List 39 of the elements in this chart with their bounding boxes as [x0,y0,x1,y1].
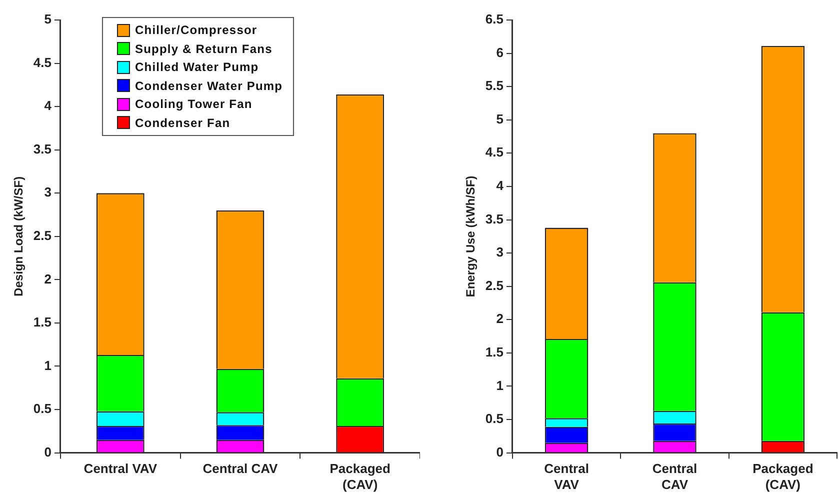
y-tick-label: 2 [44,271,52,286]
legend-label: Cooling Tower Fan [135,97,252,112]
y-tick-label: 4.5 [33,54,52,70]
legend-label: Chilled Water Pump [135,60,259,74]
legend-label: Condenser Water Pump [135,78,283,93]
y-tick-label: 4 [496,178,504,194]
legend-label: Condenser Fan [135,116,230,130]
y-tick-label: 3 [44,184,52,200]
x-tick-label: Packaged (CAV) [330,461,390,492]
y-tick-label: 0.5 [33,401,52,416]
x-tick-label: Central CAV [202,461,278,476]
y-tick-label: 1.5 [485,344,504,360]
legend-label: Supply & Return Fans [135,42,272,56]
y-tick-label: 5 [496,111,504,126]
y-tick-label: 5 [44,12,52,27]
y-axis-title: Energy Use (kWh/SF) [464,176,478,298]
y-tick-label: 6.5 [485,12,504,27]
y-tick-label: 4.5 [485,144,504,160]
y-tick-label: 3 [496,244,504,260]
x-tick-label: Central VAV [544,461,589,492]
y-tick-label: 2 [496,311,504,326]
y-tick-label: 2.5 [485,278,504,293]
legend-label: Chiller/Compressor [135,23,258,38]
y-tick-label: 1 [496,378,504,393]
y-tick-label: 3.5 [33,141,52,156]
x-tick-label: Central VAV [84,461,158,476]
y-tick-label: 6 [496,44,504,60]
y-tick-label: 3.5 [485,211,504,226]
y-tick-label: 1.5 [33,314,52,330]
y-tick-label: 2.5 [33,228,52,243]
y-tick-label: 0 [496,444,504,460]
y-tick-label: 4 [44,98,52,114]
y-tick-label: 5.5 [485,78,504,94]
y-tick-label: 0 [44,444,52,460]
y-tick-label: 0.5 [485,411,504,426]
y-tick-label: 1 [44,358,52,373]
y-axis-title: Design Load (kW/SF) [12,176,26,296]
x-tick-label: Central CAV [652,461,698,492]
x-tick-label: Packaged (CAV) [752,461,814,492]
